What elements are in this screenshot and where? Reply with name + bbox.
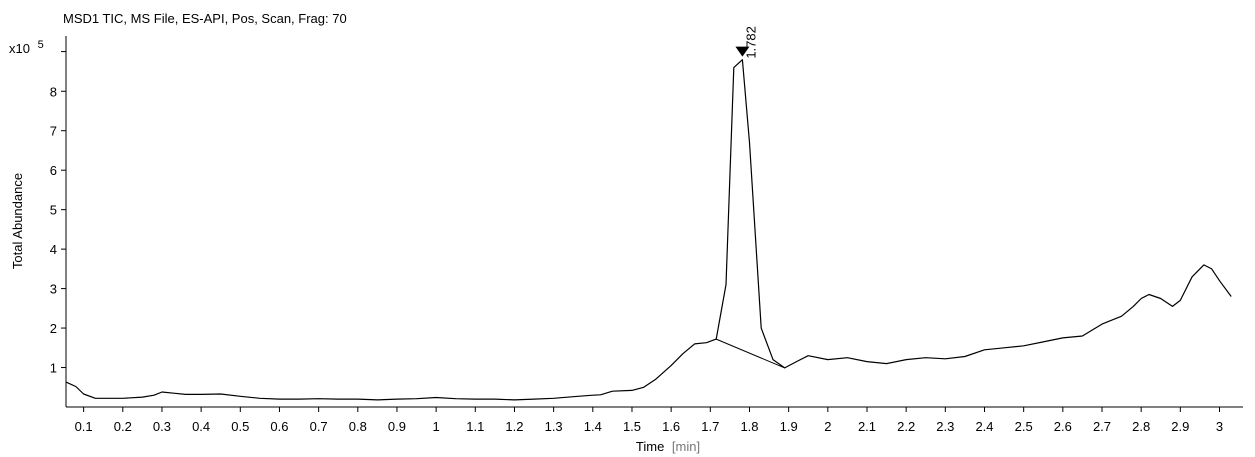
x-tick-label: 2.3 — [936, 419, 954, 434]
x-tick-label: 2 — [824, 419, 831, 434]
peak-marker — [735, 46, 750, 57]
y-tick-label: 4 — [50, 242, 57, 257]
y-tick-label: 3 — [50, 282, 57, 297]
y-tick-label: 1 — [50, 361, 57, 376]
x-tick-label: 2.5 — [1015, 419, 1033, 434]
x-ticks: 0.1 0.2 0.3 0.4 0.5 0.6 0.7 0.8 0.9 1 1.1 1.2 1.3 1.4… — [75, 407, 1223, 434]
axes — [65, 36, 1243, 408]
x-tick-label: 0.6 — [270, 419, 288, 434]
x-tick-label: 2.7 — [1093, 419, 1111, 434]
x-tick-label: 2.9 — [1171, 419, 1189, 434]
x-tick-label: 1.6 — [662, 419, 680, 434]
x-tick-label: 0.8 — [349, 419, 367, 434]
y-tick-label: 7 — [50, 124, 57, 139]
x-tick-label: 1.2 — [505, 419, 523, 434]
y-tick-label: 5 — [50, 203, 57, 218]
baseline-line — [715, 338, 785, 369]
y-tick-label: 2 — [50, 321, 57, 336]
x-tick-label: 2.6 — [1054, 419, 1072, 434]
x-tick-label: 1.5 — [623, 419, 641, 434]
x-tick-label: 2.4 — [975, 419, 993, 434]
x-tick-label: 0.7 — [310, 419, 328, 434]
x-tick-label: 0.1 — [75, 419, 93, 434]
x-tick-label: 1 — [433, 419, 440, 434]
y-tick-label: 8 — [50, 84, 57, 99]
x-tick-label: 1.3 — [545, 419, 563, 434]
x-tick-label: 3 — [1216, 419, 1223, 434]
y-ticks: 1 2 3 4 5 6 7 8 — [50, 51, 66, 376]
x-tick-label: 1.8 — [740, 419, 758, 434]
x-tick-label: 0.3 — [153, 419, 171, 434]
peak-label: 1.782 — [743, 26, 758, 59]
series-line — [65, 59, 1232, 401]
x-axis-title: Time [min] — [636, 439, 700, 454]
x-tick-label: 1.1 — [466, 419, 484, 434]
x-tick-label: 0.5 — [231, 419, 249, 434]
peak-annotation: 1.782 — [735, 26, 758, 59]
y-scale-label: x10 5 — [9, 39, 44, 56]
peak-baseline — [715, 338, 785, 369]
x-tick-label: 2.2 — [897, 419, 915, 434]
x-tick-label: 0.9 — [388, 419, 406, 434]
x-tick-label: 0.2 — [114, 419, 132, 434]
x-tick-label: 0.4 — [192, 419, 210, 434]
y-tick-label: 6 — [50, 163, 57, 178]
x-tick-label: 1.4 — [584, 419, 602, 434]
x-tick-label: 2.1 — [858, 419, 876, 434]
series-group — [65, 59, 1232, 401]
x-tick-label: 1.7 — [701, 419, 719, 434]
x-tick-label: 1.9 — [780, 419, 798, 434]
chart-title: MSD1 TIC, MS File, ES-API, Pos, Scan, Fr… — [63, 11, 347, 26]
y-axis-title: Total Abundance — [10, 173, 25, 269]
x-tick-label: 2.8 — [1132, 419, 1150, 434]
